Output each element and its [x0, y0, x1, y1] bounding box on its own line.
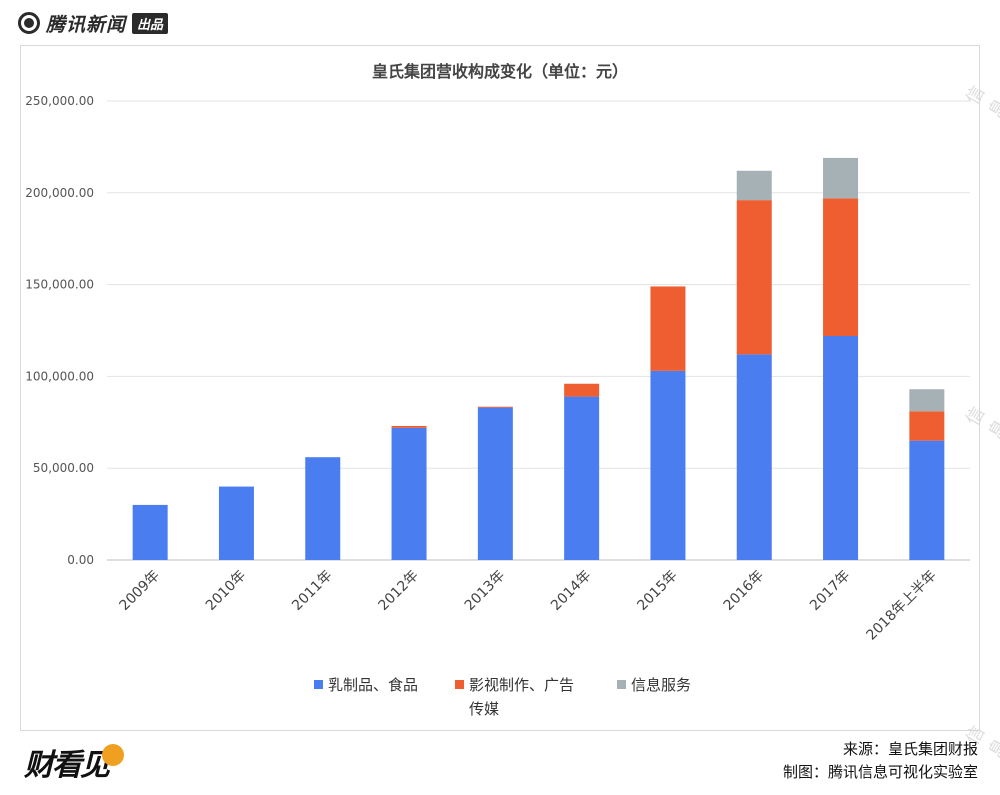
tencent-news-logo-icon	[18, 12, 40, 34]
logo-mark-icon	[102, 744, 124, 766]
bar-segment	[477, 406, 513, 408]
bar-segment	[564, 396, 600, 560]
x-tick-label: 2016年	[721, 568, 767, 614]
bar-segment	[477, 407, 513, 560]
bar-segment	[132, 504, 168, 560]
y-axis: 0.00 50,000.00 100,000.00 150,000.00 200,000…	[25, 94, 94, 567]
bar-segment	[650, 286, 686, 371]
bar-segment	[391, 427, 427, 560]
bar-segment	[823, 157, 859, 199]
x-tick-label: 2011年	[289, 568, 335, 614]
x-axis: 2009年 2010年 2011年 2012年 2013年 2014年 2015年 2016年…	[117, 568, 940, 644]
bar-segment	[391, 425, 427, 428]
bar-segment	[909, 389, 945, 412]
legend-swatch	[617, 680, 626, 689]
legend-label: 信息服务	[631, 676, 691, 694]
legend-label: 影视制作、广告	[469, 676, 574, 694]
x-tick-label: 2010年	[203, 568, 249, 614]
bar-segment	[218, 486, 254, 560]
bar-segment	[909, 411, 945, 441]
bar-segment	[823, 198, 859, 337]
bar-segment	[305, 457, 341, 560]
x-tick-label: 2013年	[462, 568, 508, 614]
y-tick-label: 250,000.00	[25, 94, 94, 108]
y-tick-label: 100,000.00	[25, 369, 94, 383]
chart-title: 皇氏集团营收构成变化（单位：元）	[372, 62, 628, 81]
legend-label-continued: 传媒	[469, 700, 499, 718]
bar-segment	[564, 383, 600, 397]
legend-label: 乳制品、食品	[328, 676, 418, 694]
caikanjian-logo: 财看见	[24, 740, 124, 784]
bar-segment	[909, 440, 945, 560]
y-tick-label: 50,000.00	[33, 461, 94, 475]
x-tick-label: 2012年	[375, 568, 421, 614]
x-tick-label: 2018年上半年	[864, 568, 940, 644]
brand-name: 腾讯新闻	[46, 13, 127, 36]
bar-segment	[823, 336, 859, 560]
chart-frame	[20, 45, 980, 731]
maker-text: 制图：腾讯信息可视化实验室	[782, 763, 978, 781]
y-tick-label: 200,000.00	[25, 186, 94, 200]
legend-swatch	[314, 680, 323, 689]
legend-swatch	[455, 680, 464, 689]
bar-segment	[736, 170, 772, 201]
x-tick-label: 2015年	[634, 568, 680, 614]
bar-segment	[736, 200, 772, 355]
source-text: 来源：皇氏集团财报	[842, 740, 978, 758]
x-tick-label: 2017年	[807, 568, 853, 614]
brand-badge: 出品	[132, 12, 169, 34]
bar-segment	[736, 354, 772, 560]
x-tick-label: 2009年	[117, 568, 163, 614]
bars	[132, 157, 945, 560]
x-tick-label: 2014年	[548, 568, 594, 614]
bar-segment	[650, 370, 686, 560]
source-block: 来源：皇氏集团财报 制图：腾讯信息可视化实验室	[783, 738, 978, 784]
brand-header: 腾讯新闻 出品	[18, 8, 169, 38]
y-tick-label: 0.00	[67, 553, 94, 567]
y-tick-label: 150,000.00	[25, 278, 94, 292]
